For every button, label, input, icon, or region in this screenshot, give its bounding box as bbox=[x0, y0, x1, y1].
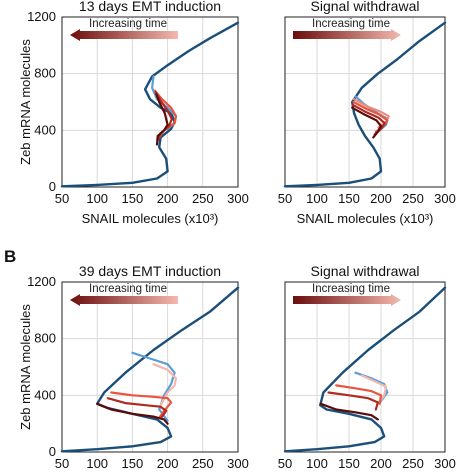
series-line-3 bbox=[360, 374, 388, 405]
x-tick-label: 150 bbox=[338, 191, 360, 206]
y-axis-label: Zeb mRNA molecules bbox=[18, 304, 33, 430]
x-axis-label: SNAIL molecules (x10³) bbox=[297, 211, 434, 226]
x-tick-label: 100 bbox=[306, 191, 328, 206]
x-tick-label: 150 bbox=[122, 191, 144, 206]
legend-arrow: Increasing time bbox=[293, 18, 401, 41]
legend-label: Increasing time bbox=[312, 283, 390, 295]
chart-panel-1: 50 100 150 200 250 300 0 400 800 1200 13 days EMT … bbox=[18, 0, 249, 226]
y-tick-label: 1200 bbox=[27, 274, 56, 289]
x-tick-label: 300 bbox=[227, 191, 249, 206]
legend-gradient-arrow bbox=[293, 294, 401, 306]
legend-gradient-arrow bbox=[293, 29, 401, 41]
chart-title: Signal withdrawal bbox=[311, 0, 420, 14]
x-tick-label: 200 bbox=[370, 456, 392, 471]
series-line-6 bbox=[351, 106, 383, 139]
series-line-5 bbox=[106, 397, 168, 418]
chart-title: Signal withdrawal bbox=[311, 263, 420, 279]
legend-gradient-arrow bbox=[70, 294, 178, 306]
panel-letter-b: B bbox=[4, 247, 16, 266]
series-line-5 bbox=[155, 93, 169, 146]
y-tick-label: 800 bbox=[34, 66, 56, 81]
x-tick-label: 250 bbox=[402, 191, 424, 206]
x-tick-label: 50 bbox=[278, 191, 292, 206]
series-line-4 bbox=[335, 384, 383, 405]
x-tick-label: 200 bbox=[157, 456, 179, 471]
chart-panel-2: 50 100 150 200 250 300 Signal withdrawal SNAIL … bbox=[278, 0, 456, 226]
x-tick-label: 250 bbox=[192, 191, 214, 206]
x-tick-label: 50 bbox=[55, 191, 69, 206]
series-line-5 bbox=[327, 391, 379, 411]
chart-title: 13 days EMT induction bbox=[79, 0, 221, 14]
series-line-1 bbox=[283, 21, 447, 188]
legend-label: Increasing time bbox=[89, 283, 167, 295]
legend-gradient-arrow bbox=[70, 29, 178, 41]
series-line-3 bbox=[152, 363, 178, 407]
plot-frame bbox=[284, 281, 446, 453]
x-tick-label: 300 bbox=[434, 191, 456, 206]
y-tick-label: 1200 bbox=[27, 9, 56, 24]
x-tick-label: 100 bbox=[86, 191, 108, 206]
x-tick-label: 50 bbox=[278, 456, 292, 471]
y-tick-label: 400 bbox=[34, 122, 56, 137]
legend-arrow: Increasing time bbox=[293, 283, 401, 306]
y-tick-label: 400 bbox=[34, 387, 56, 402]
legend-label: Increasing time bbox=[89, 18, 167, 30]
legend-arrow: Increasing time bbox=[70, 18, 178, 41]
x-tick-label: 150 bbox=[338, 456, 360, 471]
x-tick-label: 150 bbox=[122, 456, 144, 471]
y-axis-label: Zeb mRNA molecules bbox=[18, 39, 33, 165]
x-tick-label: 200 bbox=[157, 191, 179, 206]
chart-title: 39 days EMT induction bbox=[79, 263, 221, 279]
x-tick-label: 250 bbox=[402, 456, 424, 471]
plot-frame bbox=[284, 16, 446, 188]
legend-arrow: Increasing time bbox=[70, 283, 178, 306]
x-tick-label: 200 bbox=[370, 191, 392, 206]
series-line-4 bbox=[110, 391, 173, 420]
y-tick-label: 0 bbox=[49, 179, 56, 194]
x-tick-label: 100 bbox=[306, 456, 328, 471]
plot-frame bbox=[61, 16, 239, 188]
x-tick-label: 300 bbox=[227, 456, 249, 471]
y-tick-label: 800 bbox=[34, 331, 56, 346]
series-line-6 bbox=[319, 402, 379, 421]
series-line-6 bbox=[96, 402, 169, 425]
series-line-1 bbox=[60, 286, 240, 453]
y-tick-label: 0 bbox=[49, 444, 56, 459]
legend-label: Increasing time bbox=[312, 18, 390, 30]
x-tick-label: 100 bbox=[86, 456, 108, 471]
x-axis-label: SNAIL molecules (x10³) bbox=[82, 211, 219, 226]
x-tick-label: 300 bbox=[434, 456, 456, 471]
series-line-1 bbox=[283, 286, 447, 453]
chart-panel-3: 50 100 150 200 250 300 0 400 800 1200 39 days EMT … bbox=[18, 263, 249, 471]
chart-panel-4: 50 100 150 200 250 300 Signal withdrawal Increa… bbox=[278, 263, 456, 471]
series-line-1 bbox=[60, 21, 240, 188]
x-tick-label: 250 bbox=[192, 456, 214, 471]
x-tick-label: 50 bbox=[55, 456, 69, 471]
plot-frame bbox=[61, 281, 239, 453]
